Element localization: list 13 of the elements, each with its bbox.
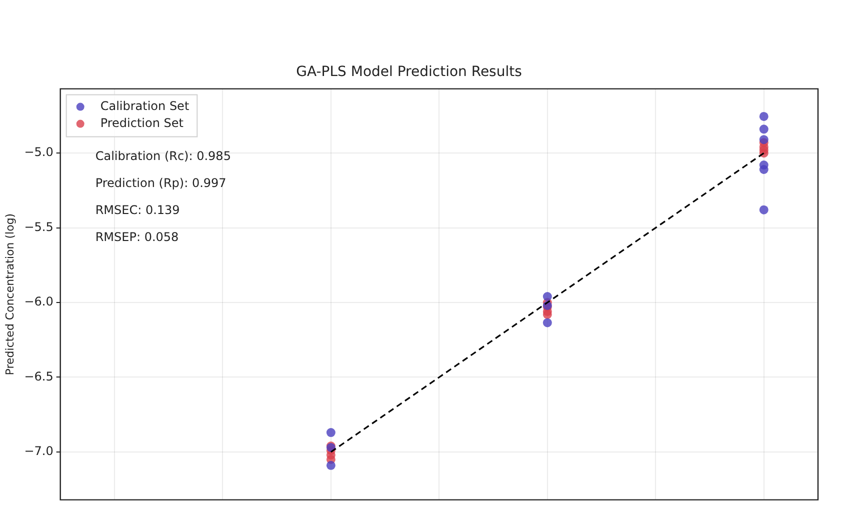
y-axis-title: Predicted Concentration (log) <box>3 213 16 376</box>
y-tick-label: −5.5 <box>24 220 54 234</box>
annotation: Calibration (Rc): 0.985 <box>95 148 231 163</box>
legend-label: Prediction Set <box>100 116 184 130</box>
annotation: RMSEC: 0.139 <box>95 202 180 217</box>
annotation: Prediction (Rp): 0.997 <box>95 176 226 190</box>
chart-title: GA-PLS Model Prediction Results <box>296 64 522 80</box>
y-tick-label: −6.0 <box>24 294 54 309</box>
y-tick-label: −6.5 <box>24 369 54 384</box>
annotation: RMSEP: 0.058 <box>95 230 179 244</box>
y-tick-label: −7.0 <box>24 444 54 458</box>
legend-label: Calibration Set <box>100 98 190 113</box>
y-tick-label: −5.0 <box>24 145 54 160</box>
